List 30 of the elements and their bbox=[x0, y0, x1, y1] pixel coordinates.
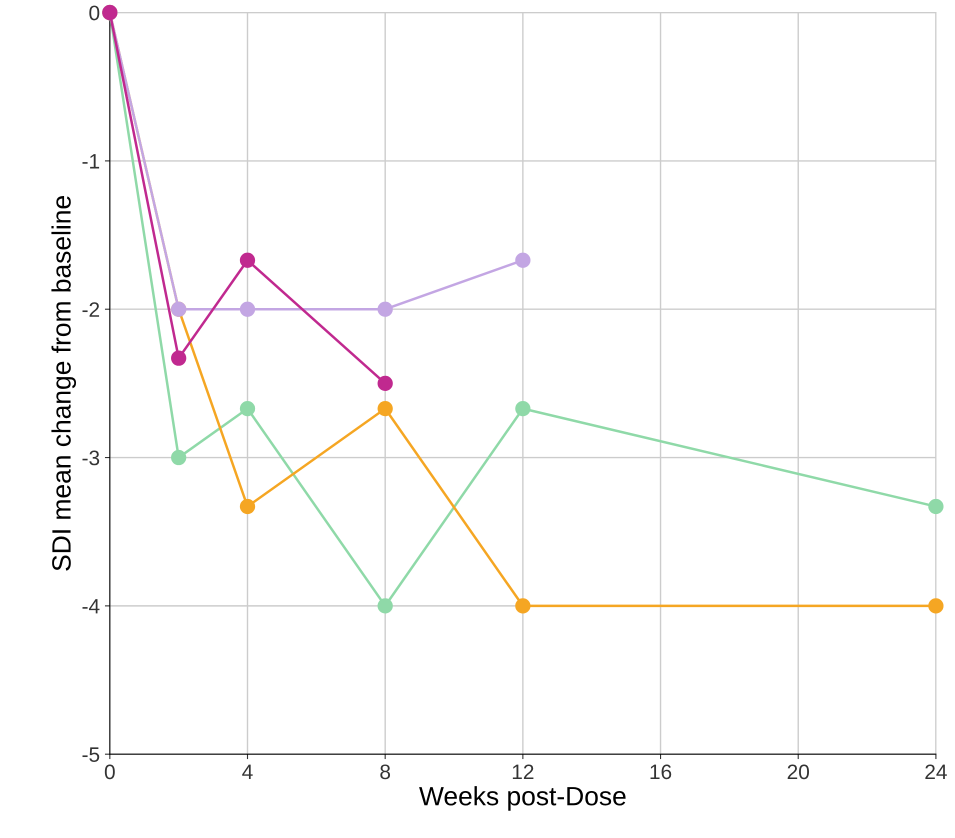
y-tick-label: -4 bbox=[82, 599, 100, 614]
point bbox=[515, 252, 530, 268]
y-tick-label: -3 bbox=[82, 450, 100, 466]
point bbox=[378, 598, 393, 614]
y-tick-label: -5 bbox=[82, 747, 100, 762]
point bbox=[378, 376, 393, 392]
point bbox=[240, 252, 256, 268]
x-axis-title: Weeks post-Dose bbox=[419, 786, 626, 811]
point bbox=[928, 498, 944, 514]
point bbox=[515, 598, 530, 614]
y-tick-label: 0 bbox=[89, 6, 100, 20]
y-tick-label: -1 bbox=[82, 154, 100, 168]
x-tick-label: 16 bbox=[650, 764, 672, 780]
y-tick-label: -2 bbox=[82, 302, 100, 317]
point bbox=[240, 498, 256, 514]
x-tick-label: 20 bbox=[788, 764, 809, 780]
y-axis-title: SDI mean change from baseline bbox=[51, 196, 76, 571]
x-tick-label: 0 bbox=[104, 764, 115, 780]
point bbox=[171, 350, 186, 366]
point bbox=[378, 400, 393, 416]
point bbox=[240, 302, 256, 317]
point bbox=[928, 598, 944, 614]
x-tick-label: 4 bbox=[242, 764, 253, 780]
x-tick-label: 8 bbox=[380, 764, 390, 780]
point bbox=[171, 450, 186, 466]
point bbox=[515, 400, 530, 416]
point bbox=[378, 302, 393, 317]
x-tick-label: 24 bbox=[925, 764, 947, 780]
x-tick-label: 12 bbox=[512, 764, 534, 780]
point bbox=[240, 400, 256, 416]
